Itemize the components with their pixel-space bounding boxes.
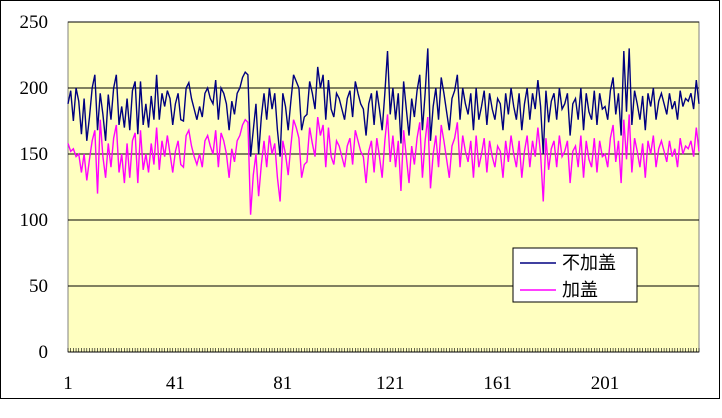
y-tick-label: 0 — [39, 342, 49, 363]
legend-label-series-1: 加盖 — [562, 280, 598, 301]
x-tick-label: 201 — [591, 373, 620, 394]
x-tick-label: 41 — [166, 373, 185, 394]
legend: 不加盖 加盖 — [512, 247, 638, 303]
x-tick-label: 81 — [273, 373, 292, 394]
y-tick-label: 150 — [20, 144, 49, 165]
x-tick-label: 1 — [63, 373, 73, 394]
x-tick-labels: 1 41 81 121 161 201 — [63, 373, 619, 394]
legend-box — [512, 247, 638, 303]
series-group — [67, 48, 700, 215]
series-line-0 — [67, 48, 700, 157]
x-tick-label: 121 — [376, 373, 405, 394]
legend-label-series-0: 不加盖 — [562, 253, 616, 274]
x-minor-ticks — [67, 348, 700, 352]
y-tick-label: 50 — [29, 276, 48, 297]
y-tick-label: 100 — [20, 210, 49, 231]
y-tick-label: 200 — [20, 78, 49, 99]
series-line-1 — [67, 114, 700, 215]
x-tick-label: 161 — [483, 373, 512, 394]
y-tick-label: 250 — [20, 12, 49, 33]
chart-frame: 0 50 100 150 200 250 1 41 81 121 161 201 不加盖 加盖 — [0, 0, 720, 399]
y-tick-labels: 0 50 100 150 200 250 — [20, 12, 49, 363]
